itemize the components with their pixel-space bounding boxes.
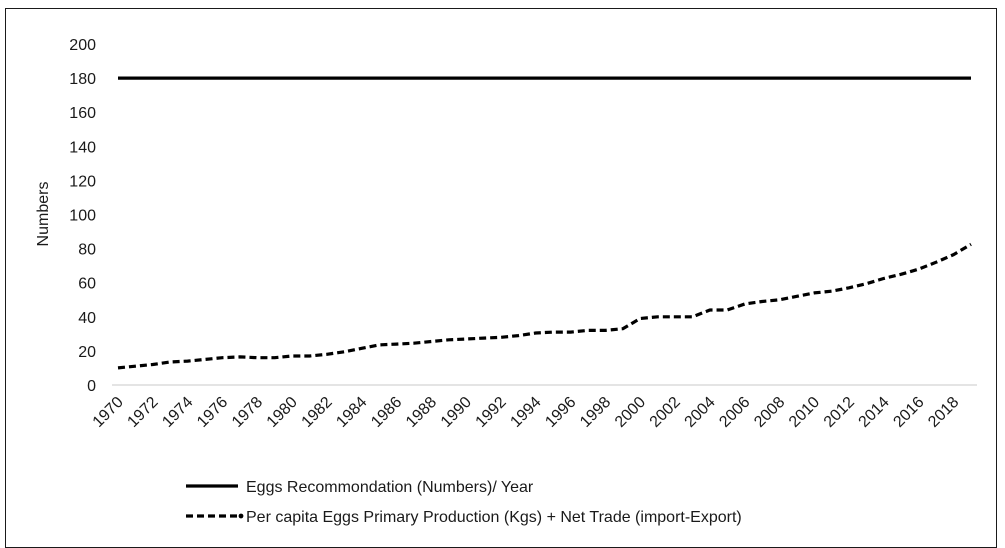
x-tick-label: 1984 <box>333 394 370 431</box>
legend-label: Per capita Eggs Primary Production (Kgs)… <box>246 509 742 526</box>
x-tick-label: 2002 <box>647 394 684 431</box>
y-axis-title: Numbers <box>35 182 52 247</box>
x-tick-label: 1972 <box>124 394 161 431</box>
y-tick-label: 200 <box>69 37 96 54</box>
x-tick-label: 2012 <box>821 394 858 431</box>
y-tick-label: 60 <box>78 276 96 293</box>
x-tick-label: 2006 <box>716 394 753 431</box>
x-tick-label: 2008 <box>751 394 788 431</box>
x-tick-label: 1994 <box>507 394 544 431</box>
x-tick-label: 1980 <box>264 394 301 431</box>
y-tick-label: 100 <box>69 208 96 225</box>
y-tick-label: 40 <box>78 310 96 327</box>
y-tick-label: 160 <box>69 105 96 122</box>
legend-marker <box>238 513 244 519</box>
x-tick-label: 2014 <box>856 394 893 431</box>
y-axis-ticks: 0 20 40 60 80 100 120 140 160 180 200 <box>69 37 96 395</box>
x-tick-label: 1974 <box>159 394 196 431</box>
x-tick-label: 1978 <box>229 394 266 431</box>
x-tick-label: 1988 <box>403 394 440 431</box>
x-tick-label: 2018 <box>925 394 962 431</box>
y-tick-label: 20 <box>78 344 96 361</box>
x-tick-label: 1998 <box>577 394 614 431</box>
series-layer <box>117 76 972 370</box>
y-tick-label: 120 <box>69 173 96 190</box>
x-tick-label: 1990 <box>438 394 475 431</box>
x-tick-label: 1982 <box>299 394 336 431</box>
x-tick-label: 1986 <box>368 394 405 431</box>
y-tick-label: 140 <box>69 139 96 156</box>
x-tick-label: 1976 <box>194 394 231 431</box>
y-tick-label: 0 <box>87 378 96 395</box>
legend: Eggs Recommondation (Numbers)/ Year Per c… <box>186 479 742 526</box>
x-axis-ticks: 1970197219741976197819801982198419861988… <box>90 394 963 431</box>
y-tick-label: 180 <box>69 71 96 88</box>
x-tick-label: 2004 <box>682 394 719 431</box>
x-tick-label: 2010 <box>786 394 823 431</box>
production-trade-line <box>117 242 972 370</box>
y-tick-label: 80 <box>78 242 96 259</box>
x-tick-label: 1996 <box>542 394 579 431</box>
x-tick-label: 2016 <box>890 394 927 431</box>
x-tick-label: 1992 <box>473 394 510 431</box>
x-tick-label: 2000 <box>612 394 649 431</box>
x-tick-label: 1970 <box>90 394 127 431</box>
line-chart: 0 20 40 60 80 100 120 140 160 180 200 197019721974… <box>35 37 977 526</box>
legend-label: Eggs Recommondation (Numbers)/ Year <box>246 479 534 496</box>
